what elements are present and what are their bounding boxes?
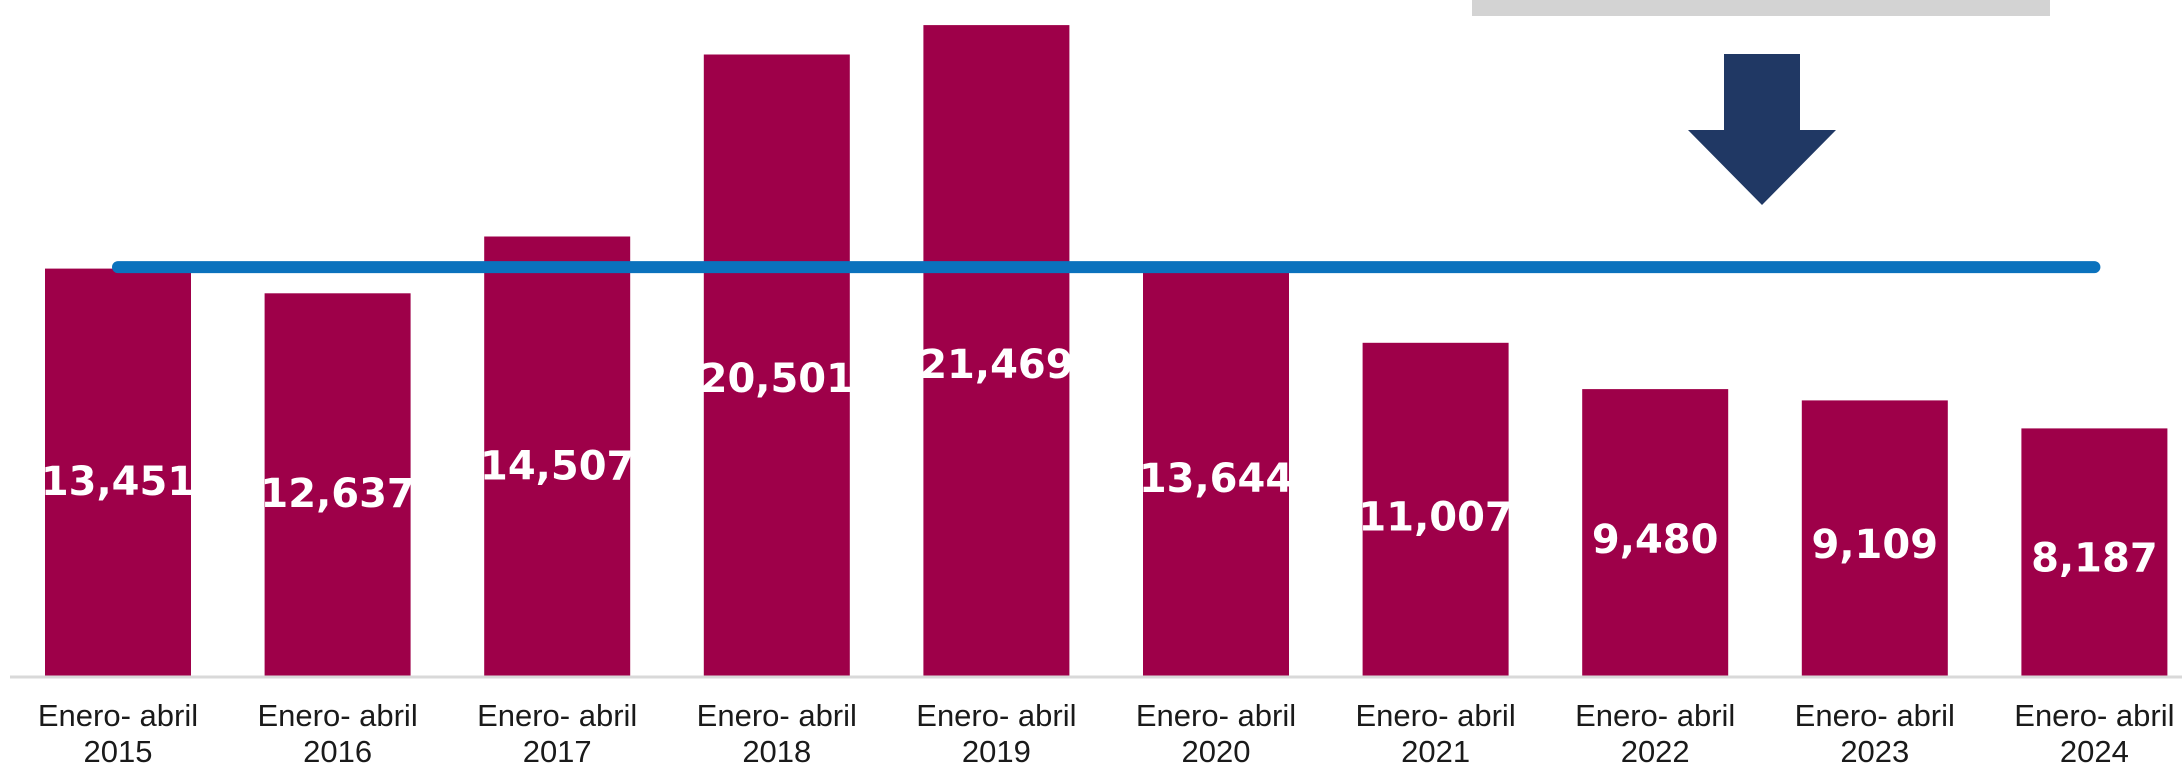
value-label-6: 11,007	[1358, 495, 1512, 541]
value-label-0: 13,451	[41, 459, 195, 505]
category-labels: Enero- abril 2015 Enero- abril 2016 Enero- a…	[38, 698, 2175, 765]
header-banner	[1472, 0, 2050, 16]
category-label-5: Enero- abril 2020	[1136, 698, 1296, 765]
value-label-5: 13,644	[1139, 456, 1293, 502]
category-label-9: Enero- abril 2024	[2014, 698, 2174, 765]
value-label-3: 20,501	[700, 356, 854, 402]
value-label-8: 9,109	[1812, 522, 1939, 568]
category-label-1: Enero- abril 2016	[257, 698, 417, 765]
bar-5	[1143, 262, 1289, 677]
bar-8	[1801, 400, 1948, 677]
category-label-8: Enero- abril 2023	[1795, 698, 1955, 765]
bar-9	[2021, 428, 2168, 677]
arrow-down-icon	[1688, 54, 1836, 205]
category-label-4: Enero- abril 2019	[916, 698, 1076, 765]
bar-0	[45, 268, 191, 677]
bars	[45, 25, 2168, 678]
bar-3	[703, 54, 850, 677]
value-label-1: 12,637	[260, 471, 414, 517]
category-label-6: Enero- abril 2021	[1355, 698, 1515, 765]
bar-4	[923, 25, 1070, 678]
bar-6	[1362, 342, 1509, 677]
value-label-2: 14,507	[480, 444, 634, 490]
category-label-3: Enero- abril 2018	[697, 698, 857, 765]
category-label-2: Enero- abril 2017	[477, 698, 637, 765]
bar-2	[484, 236, 631, 677]
category-label-7: Enero- abril 2022	[1575, 698, 1735, 765]
value-label-9: 8,187	[2031, 536, 2158, 582]
value-label-4: 21,469	[919, 342, 1073, 388]
value-label-7: 9,480	[1592, 517, 1719, 563]
bar-1	[264, 293, 411, 677]
category-label-0: Enero- abril 2015	[38, 698, 198, 765]
value-labels: 13,451 12,637 14,507 20,501 21,469 13,644 11,0…	[41, 342, 2158, 582]
bar-7	[1582, 389, 1729, 677]
